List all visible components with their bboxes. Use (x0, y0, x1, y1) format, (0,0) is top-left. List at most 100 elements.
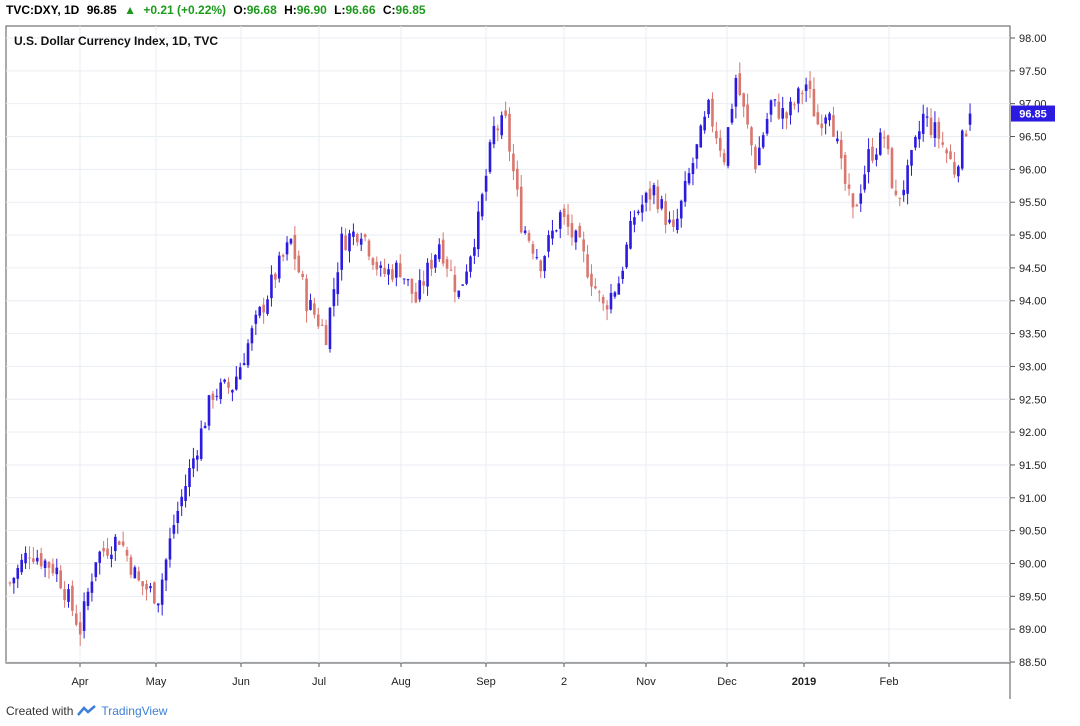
candle-body (348, 233, 351, 252)
candle-body (110, 554, 113, 560)
x-tick-label: May (146, 676, 167, 688)
x-tick-label: Sep (476, 676, 496, 688)
candle-body (668, 219, 671, 223)
candle-body (379, 265, 383, 268)
candle-body (562, 208, 566, 218)
candle-body (519, 186, 523, 233)
candle-body (664, 201, 667, 225)
candle-body (28, 557, 31, 559)
candle-body (964, 133, 968, 137)
candle-body (480, 194, 484, 217)
candlestick-chart[interactable]: 98.0097.5097.0096.5096.0095.5095.0094.50… (0, 0, 1080, 700)
candle-body (367, 240, 371, 257)
x-tick-label: Jun (232, 676, 250, 688)
candle-body (949, 151, 952, 159)
candle-body (875, 154, 878, 160)
candle-body (67, 589, 70, 602)
y-tick-label: 92.50 (1019, 394, 1047, 406)
candle-body (430, 259, 433, 269)
candle-body (434, 255, 437, 268)
candle-body (8, 582, 12, 584)
candle-body (289, 239, 293, 244)
candle-body (707, 99, 710, 115)
candle-body (20, 559, 23, 573)
candle-body (328, 307, 332, 350)
candle-body (488, 142, 492, 172)
y-tick-label: 92.00 (1019, 427, 1047, 439)
candle-body (363, 234, 367, 238)
candle-body (871, 146, 874, 161)
candle-body (722, 153, 726, 163)
candle-body (246, 343, 250, 366)
candle-body (914, 136, 917, 148)
candle-body (898, 197, 902, 199)
x-tick-label: Feb (880, 676, 899, 688)
candle-body (71, 585, 74, 611)
candle-body (227, 382, 230, 388)
candle-body (644, 192, 648, 203)
candle-body (855, 204, 859, 207)
tradingview-link[interactable]: TradingView (101, 704, 168, 718)
candle-body (215, 395, 219, 397)
candle-body (847, 184, 851, 189)
candle-body (418, 280, 422, 300)
y-tick-label: 94.50 (1019, 263, 1047, 275)
candle-body (929, 117, 933, 136)
y-tick-label: 96.00 (1019, 164, 1047, 176)
candle-body (398, 263, 402, 278)
x-tick-label: Dec (717, 676, 737, 688)
candle-body (523, 230, 527, 234)
candle-body (153, 582, 156, 604)
candle-body (461, 284, 464, 286)
candle-body (274, 273, 277, 280)
candle-body (320, 324, 324, 326)
candle-body (406, 279, 410, 281)
candle-body (168, 538, 172, 560)
candle-body (878, 132, 882, 155)
close-label: C: (382, 3, 396, 17)
candle-body (582, 239, 585, 252)
candle-body (730, 108, 734, 123)
candle-body (375, 261, 379, 270)
candle-body (757, 147, 761, 166)
candle-body (356, 234, 359, 243)
candle-body (754, 146, 757, 170)
candle-body (937, 121, 941, 139)
candle-body (597, 291, 601, 293)
candle-body (199, 428, 203, 459)
candle-body (535, 257, 539, 259)
candle-body (699, 125, 703, 148)
y-tick-label: 90.50 (1019, 526, 1047, 538)
candle-body (391, 269, 394, 280)
candle-body (594, 286, 597, 289)
candle-body (625, 244, 628, 268)
candle-body (473, 247, 476, 256)
open-label: O: (233, 3, 247, 17)
candle-body (718, 137, 722, 151)
candle-body (851, 193, 855, 208)
tradingview-logo-icon (77, 705, 97, 716)
candle-body (149, 586, 152, 589)
candle-body (211, 393, 215, 400)
candle-body (957, 166, 960, 177)
candle-body (188, 468, 191, 488)
candle-body (785, 112, 788, 119)
candle-body (508, 113, 511, 152)
candle-body (683, 180, 687, 202)
candle-body (195, 455, 199, 460)
candle-body (765, 118, 769, 134)
candle-body (383, 267, 386, 274)
low-value: 96.66 (345, 3, 376, 17)
y-tick-label: 88.50 (1019, 657, 1047, 669)
candle-body (39, 553, 43, 567)
low-label: L: (334, 3, 346, 17)
candle-body (676, 218, 679, 230)
candle-body (539, 260, 543, 272)
candle-body (960, 130, 964, 169)
candle-body (695, 144, 699, 159)
candle-body (98, 551, 102, 563)
candle-body (184, 486, 187, 501)
candle-body (250, 328, 254, 344)
candle-body (180, 496, 183, 507)
candle-body (894, 190, 898, 195)
